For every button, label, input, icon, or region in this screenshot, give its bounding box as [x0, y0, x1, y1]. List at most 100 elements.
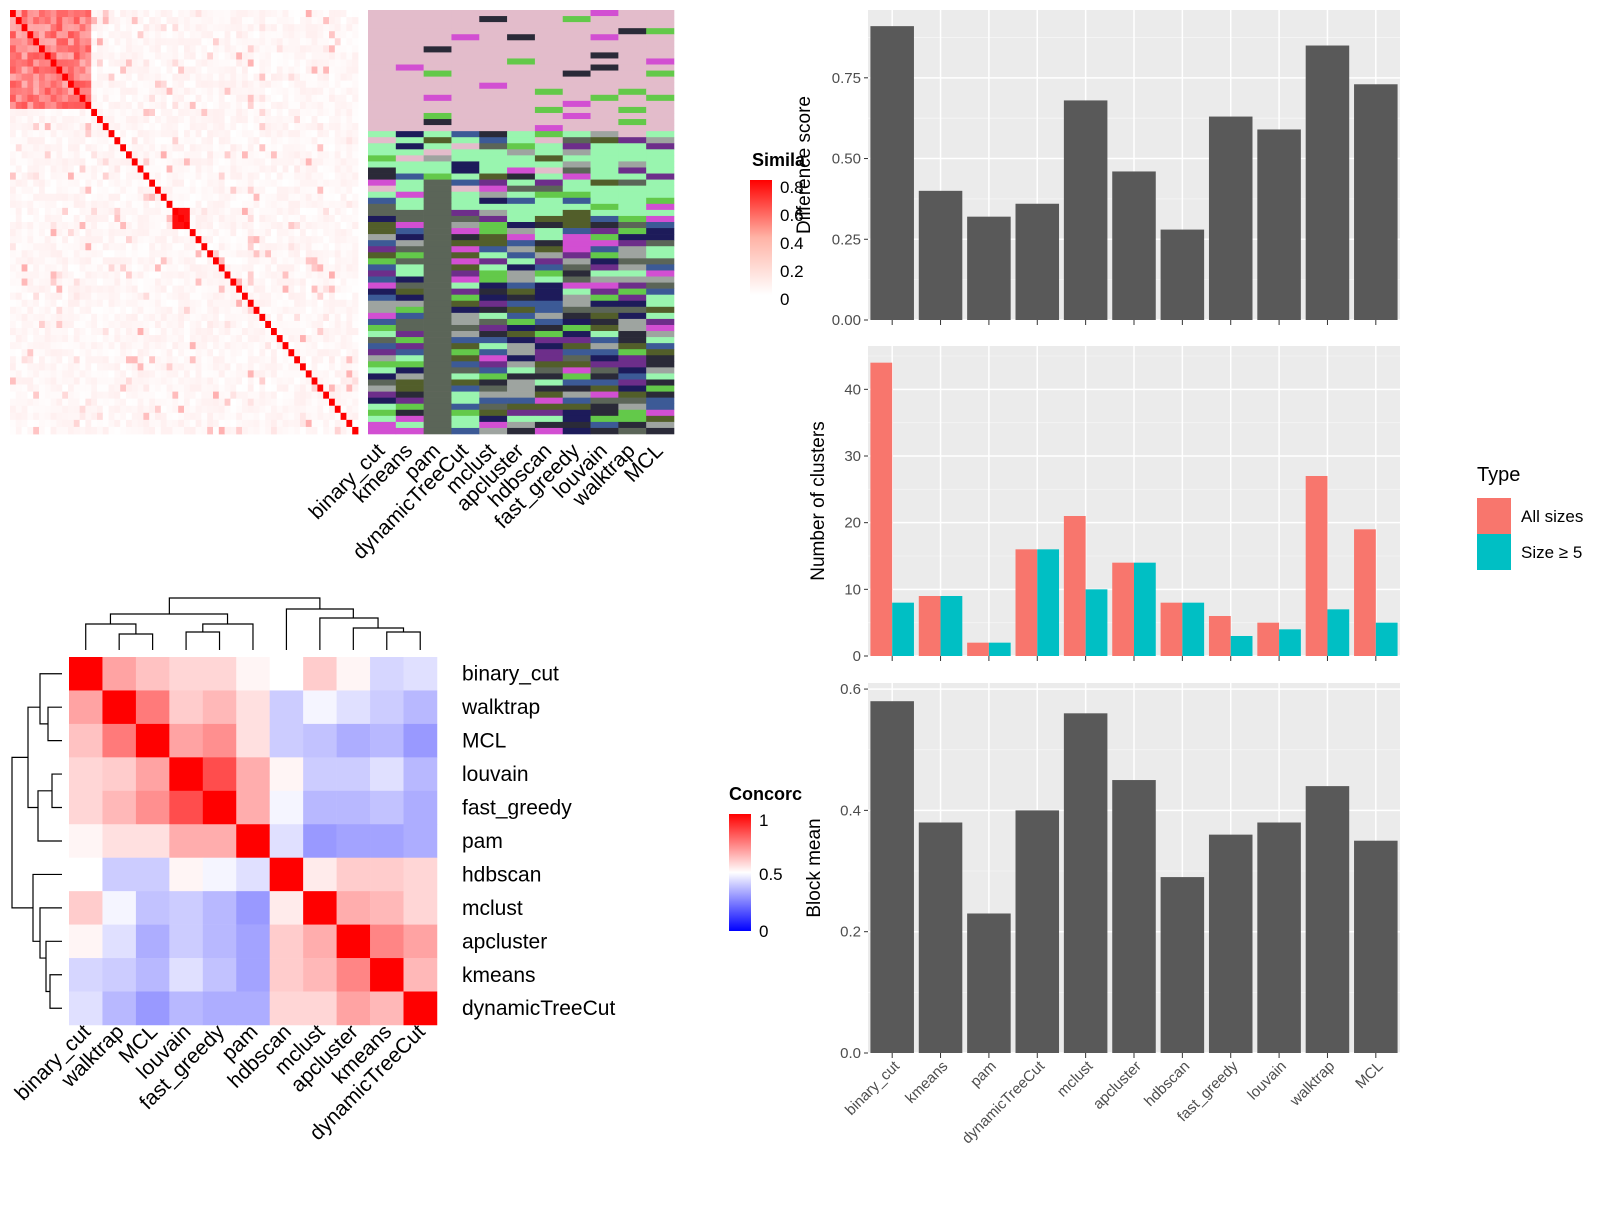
similarity-cell [149, 151, 156, 159]
membership-cell [479, 276, 508, 283]
similarity-cell [68, 214, 75, 223]
membership-cell [590, 331, 619, 338]
similarity-cell [259, 292, 266, 301]
similarity-cell [131, 342, 138, 350]
membership-cell [423, 312, 452, 320]
similarity-cell [189, 285, 196, 294]
similarity-cell [218, 222, 225, 230]
membership-cell [618, 155, 647, 162]
similarity-cell [346, 31, 353, 39]
similarity-cell [230, 123, 237, 131]
similarity-cell [189, 419, 196, 428]
membership-cell [618, 379, 647, 386]
similarity-cell [224, 172, 231, 180]
concordance-row-label: dynamicTreeCut [462, 997, 615, 1020]
similarity-cell [317, 236, 324, 244]
membership-cell [368, 288, 397, 295]
similarity-cell [172, 151, 179, 159]
similarity-cell [224, 419, 231, 428]
similarity-cell [131, 222, 138, 230]
similarity-cell [56, 306, 63, 315]
bar [1257, 129, 1301, 320]
similarity-cell [85, 257, 92, 265]
membership-cell [590, 82, 619, 90]
similarity-cell [131, 179, 138, 188]
similarity-cell [189, 356, 196, 364]
similarity-cell [131, 80, 138, 89]
similarity-cell [236, 236, 243, 244]
similarity-cell [213, 391, 220, 400]
similarity-cell [247, 363, 254, 371]
similarity-cell [79, 236, 86, 244]
similarity-cell [21, 391, 28, 400]
similarity-cell [317, 222, 324, 230]
similarity-cell [27, 335, 34, 343]
similarity-cell [294, 292, 301, 301]
concordance-cell [269, 991, 304, 1026]
membership-cell [534, 131, 564, 138]
membership-cell [451, 240, 480, 247]
membership-cell [395, 161, 424, 168]
similarity-cell [352, 363, 359, 371]
membership-cell [534, 355, 564, 362]
concordance-cell [135, 991, 170, 1026]
similarity-cell [91, 349, 98, 357]
similarity-cell [155, 426, 162, 435]
similarity-cell [120, 38, 127, 46]
similarity-cell [91, 73, 98, 82]
membership-cell [368, 22, 397, 29]
similarity-cell [27, 172, 34, 180]
similarity-cell [15, 66, 22, 74]
membership-cell [590, 94, 619, 102]
similarity-cell [178, 200, 185, 209]
similarity-cell [79, 130, 86, 138]
similarity-cell [329, 130, 336, 138]
similarity-cell [131, 45, 138, 53]
membership-cell [562, 100, 591, 108]
similarity-cell [201, 313, 208, 322]
similarity-cell [346, 356, 353, 364]
similarity-cell [271, 123, 278, 131]
similarity-cell [56, 38, 63, 46]
membership-cell [451, 58, 480, 65]
membership-cell [423, 397, 452, 405]
similarity-cell [137, 391, 144, 400]
similarity-cell [276, 31, 283, 39]
similarity-cell [120, 257, 127, 265]
similarity-cell [218, 38, 225, 46]
similarity-cell [352, 80, 359, 89]
similarity-cell [184, 45, 191, 53]
similarity-cell [329, 264, 336, 272]
membership-cell [534, 137, 564, 144]
similarity-cell [39, 335, 46, 343]
similarity-cell [305, 320, 312, 329]
similarity-cell [271, 257, 278, 265]
similarity-cell [131, 59, 138, 67]
bar-size-ge-5 [1037, 549, 1060, 656]
similarity-cell [131, 271, 138, 279]
membership-cell [479, 34, 508, 41]
bar [870, 26, 914, 320]
similarity-cell [276, 116, 283, 124]
membership-cell [534, 185, 564, 193]
membership-cell [368, 215, 397, 223]
similarity-cell [160, 356, 167, 364]
similarity-cell [126, 165, 133, 173]
similarity-cell [50, 151, 57, 159]
membership-cell [562, 264, 591, 271]
similarity-cell [300, 405, 307, 414]
similarity-cell [27, 193, 34, 202]
bar-size-ge-5 [940, 596, 963, 656]
similarity-cell [178, 363, 185, 371]
membership-cell [368, 306, 397, 314]
membership-cell [534, 106, 564, 114]
bar-size-ge-5 [1230, 636, 1253, 656]
similarity-cell [242, 328, 249, 336]
similarity-cell [62, 17, 69, 25]
membership-cell [395, 421, 424, 429]
similarity-cell [21, 24, 28, 32]
membership-cell [562, 203, 591, 211]
similarity-cell [207, 271, 214, 279]
similarity-cell [247, 426, 254, 435]
similarity-cell [160, 377, 167, 385]
